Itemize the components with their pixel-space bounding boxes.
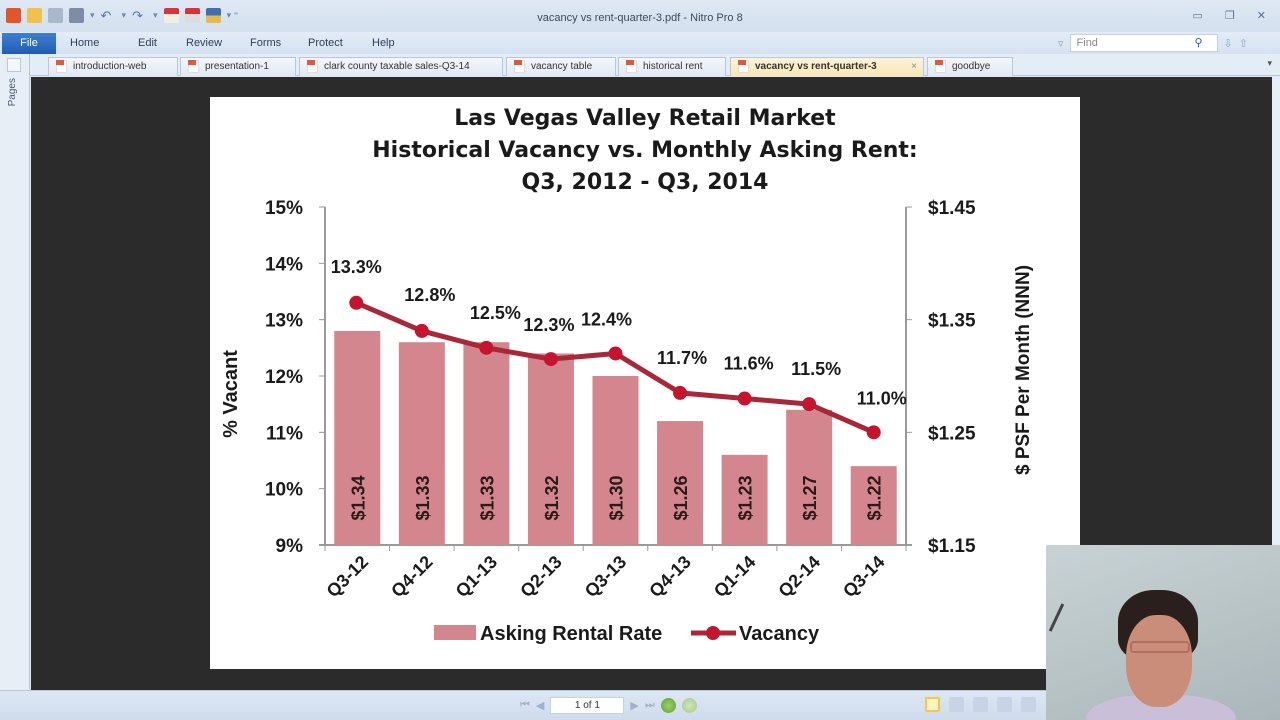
- pdf-file-icon: [626, 60, 637, 73]
- page-number-input[interactable]: 1 of 1: [550, 697, 625, 714]
- tab-label: vacancy vs rent-quarter-3: [755, 61, 877, 72]
- tab-label: vacancy table: [531, 61, 593, 72]
- save-icon[interactable]: [48, 8, 63, 23]
- tab-presentation-1[interactable]: presentation-1: [180, 57, 296, 76]
- window-controls: ▭ ❐ ✕: [1193, 9, 1267, 22]
- chart-subtitle-1: Historical Vacancy vs. Monthly Asking Re…: [372, 138, 918, 163]
- page-navigation: ⏮ ◀ 1 of 1 ▶ ⏭: [520, 697, 697, 714]
- create-pdf-icon[interactable]: [163, 8, 179, 23]
- pdf-file-icon: [935, 60, 946, 73]
- pdf-file-icon: [307, 60, 318, 73]
- find-next-icon[interactable]: ⇩: [1223, 37, 1233, 50]
- pdf-file-icon: [56, 60, 67, 73]
- close-tab-icon[interactable]: ×: [911, 61, 917, 72]
- tab-vacancy-vs-rent-quarter-3[interactable]: vacancy vs rent-quarter-3 ×: [730, 57, 924, 76]
- tab-label: introduction-web: [73, 61, 147, 72]
- wall-decoration: [1048, 603, 1084, 641]
- redo-icon[interactable]: ↷: [132, 8, 143, 23]
- pdf-file-icon: [514, 60, 525, 73]
- panel-toggle-icon[interactable]: [7, 58, 21, 72]
- tab-clark-county-taxable-sales[interactable]: clark county taxable sales-Q3-14: [299, 57, 503, 76]
- next-page-icon[interactable]: ▶: [630, 700, 639, 712]
- window-title: vacancy vs rent-quarter-3.pdf - Nitro Pr…: [537, 12, 743, 24]
- dropdown-icon[interactable]: ▾: [121, 10, 127, 20]
- back-view-icon[interactable]: [660, 698, 676, 713]
- pdf-file-icon: [738, 60, 749, 73]
- forward-view-icon[interactable]: [681, 698, 697, 713]
- close-icon[interactable]: ✕: [1256, 10, 1266, 22]
- menu-review[interactable]: Review: [186, 37, 223, 49]
- menu-help[interactable]: Help: [372, 37, 395, 49]
- last-page-icon[interactable]: ⏭: [644, 699, 655, 711]
- tab-list-dropdown-icon[interactable]: ▾: [1267, 58, 1272, 68]
- menu-forms[interactable]: Forms: [250, 37, 282, 49]
- view-mode-buttons: [925, 697, 1036, 712]
- single-page-view-icon[interactable]: [925, 697, 940, 712]
- restore-icon[interactable]: ❐: [1224, 10, 1235, 22]
- find-area: ▿ Find ⚲ ⇩ ⇧: [1058, 32, 1248, 54]
- find-input[interactable]: Find ⚲: [1069, 34, 1218, 52]
- open-icon[interactable]: [27, 8, 42, 23]
- find-placeholder: Find: [1076, 37, 1098, 49]
- previous-page-icon[interactable]: ◀: [535, 700, 545, 712]
- first-page-icon[interactable]: ⏮: [520, 699, 530, 711]
- chart-title-block: Las Vegas Valley Retail Market Historica…: [210, 103, 1080, 199]
- collapse-ribbon-icon[interactable]: ▿: [1058, 37, 1064, 50]
- file-menu-button[interactable]: File: [2, 33, 56, 54]
- customize-toolbar-icon[interactable]: ▾ ⁼: [226, 10, 239, 20]
- dropdown-icon[interactable]: ▾: [153, 10, 158, 20]
- vertical-scrollbar[interactable]: [1272, 77, 1280, 690]
- search-icon[interactable]: ⚲: [1194, 37, 1203, 49]
- tab-historical-rent[interactable]: historical rent: [618, 57, 726, 76]
- tab-label: clark county taxable sales-Q3-14: [324, 61, 470, 72]
- ribbon-menu: File Home Edit Review Forms Protect Help…: [0, 32, 1280, 54]
- save-as-icon[interactable]: [205, 8, 221, 23]
- fit-page-icon[interactable]: [1021, 697, 1036, 712]
- title-bar: ▾ ↶ ▾ ↷ ▾ ▾ ⁼ vacancy vs rent-quarter-3.…: [0, 0, 1280, 32]
- tab-goodbye[interactable]: goodbye: [927, 57, 1013, 76]
- tab-label: presentation-1: [205, 61, 269, 72]
- pdf-file-icon: [188, 60, 199, 73]
- print-icon[interactable]: [69, 8, 84, 23]
- tab-label: historical rent: [643, 61, 703, 72]
- tab-introduction-web[interactable]: introduction-web: [48, 57, 178, 76]
- presenter-glasses: [1130, 641, 1190, 653]
- presenter-face: [1126, 615, 1192, 707]
- undo-icon[interactable]: ↶: [100, 8, 112, 23]
- pages-panel-tab[interactable]: Pages: [7, 78, 18, 107]
- minimize-icon[interactable]: ▭: [1192, 10, 1203, 22]
- tab-vacancy-table[interactable]: vacancy table: [506, 57, 616, 76]
- facing-view-icon[interactable]: [973, 697, 988, 712]
- tab-label: goodbye: [952, 61, 991, 72]
- find-previous-icon[interactable]: ⇧: [1238, 37, 1248, 50]
- nitro-logo-icon[interactable]: [6, 8, 21, 23]
- chart-subtitle-2: Q3, 2012 - Q3, 2014: [521, 170, 769, 195]
- webcam-overlay: [1046, 545, 1280, 720]
- quick-access-toolbar: ▾ ↶ ▾ ↷ ▾ ▾ ⁼: [6, 8, 238, 23]
- menu-protect[interactable]: Protect: [308, 37, 343, 49]
- combine-icon[interactable]: [184, 8, 200, 23]
- document-tab-bar: introduction-web presentation-1 clark co…: [0, 54, 1280, 76]
- menu-edit[interactable]: Edit: [138, 37, 157, 49]
- facing-continuous-view-icon[interactable]: [997, 697, 1012, 712]
- dropdown-icon[interactable]: ▾: [90, 10, 95, 20]
- chart-title: Las Vegas Valley Retail Market: [454, 106, 836, 131]
- menu-bar: Home Edit Review Forms Protect Help: [70, 37, 412, 49]
- continuous-view-icon[interactable]: [949, 697, 964, 712]
- pages-panel-strip: Pages: [0, 54, 30, 690]
- menu-home[interactable]: Home: [70, 37, 100, 49]
